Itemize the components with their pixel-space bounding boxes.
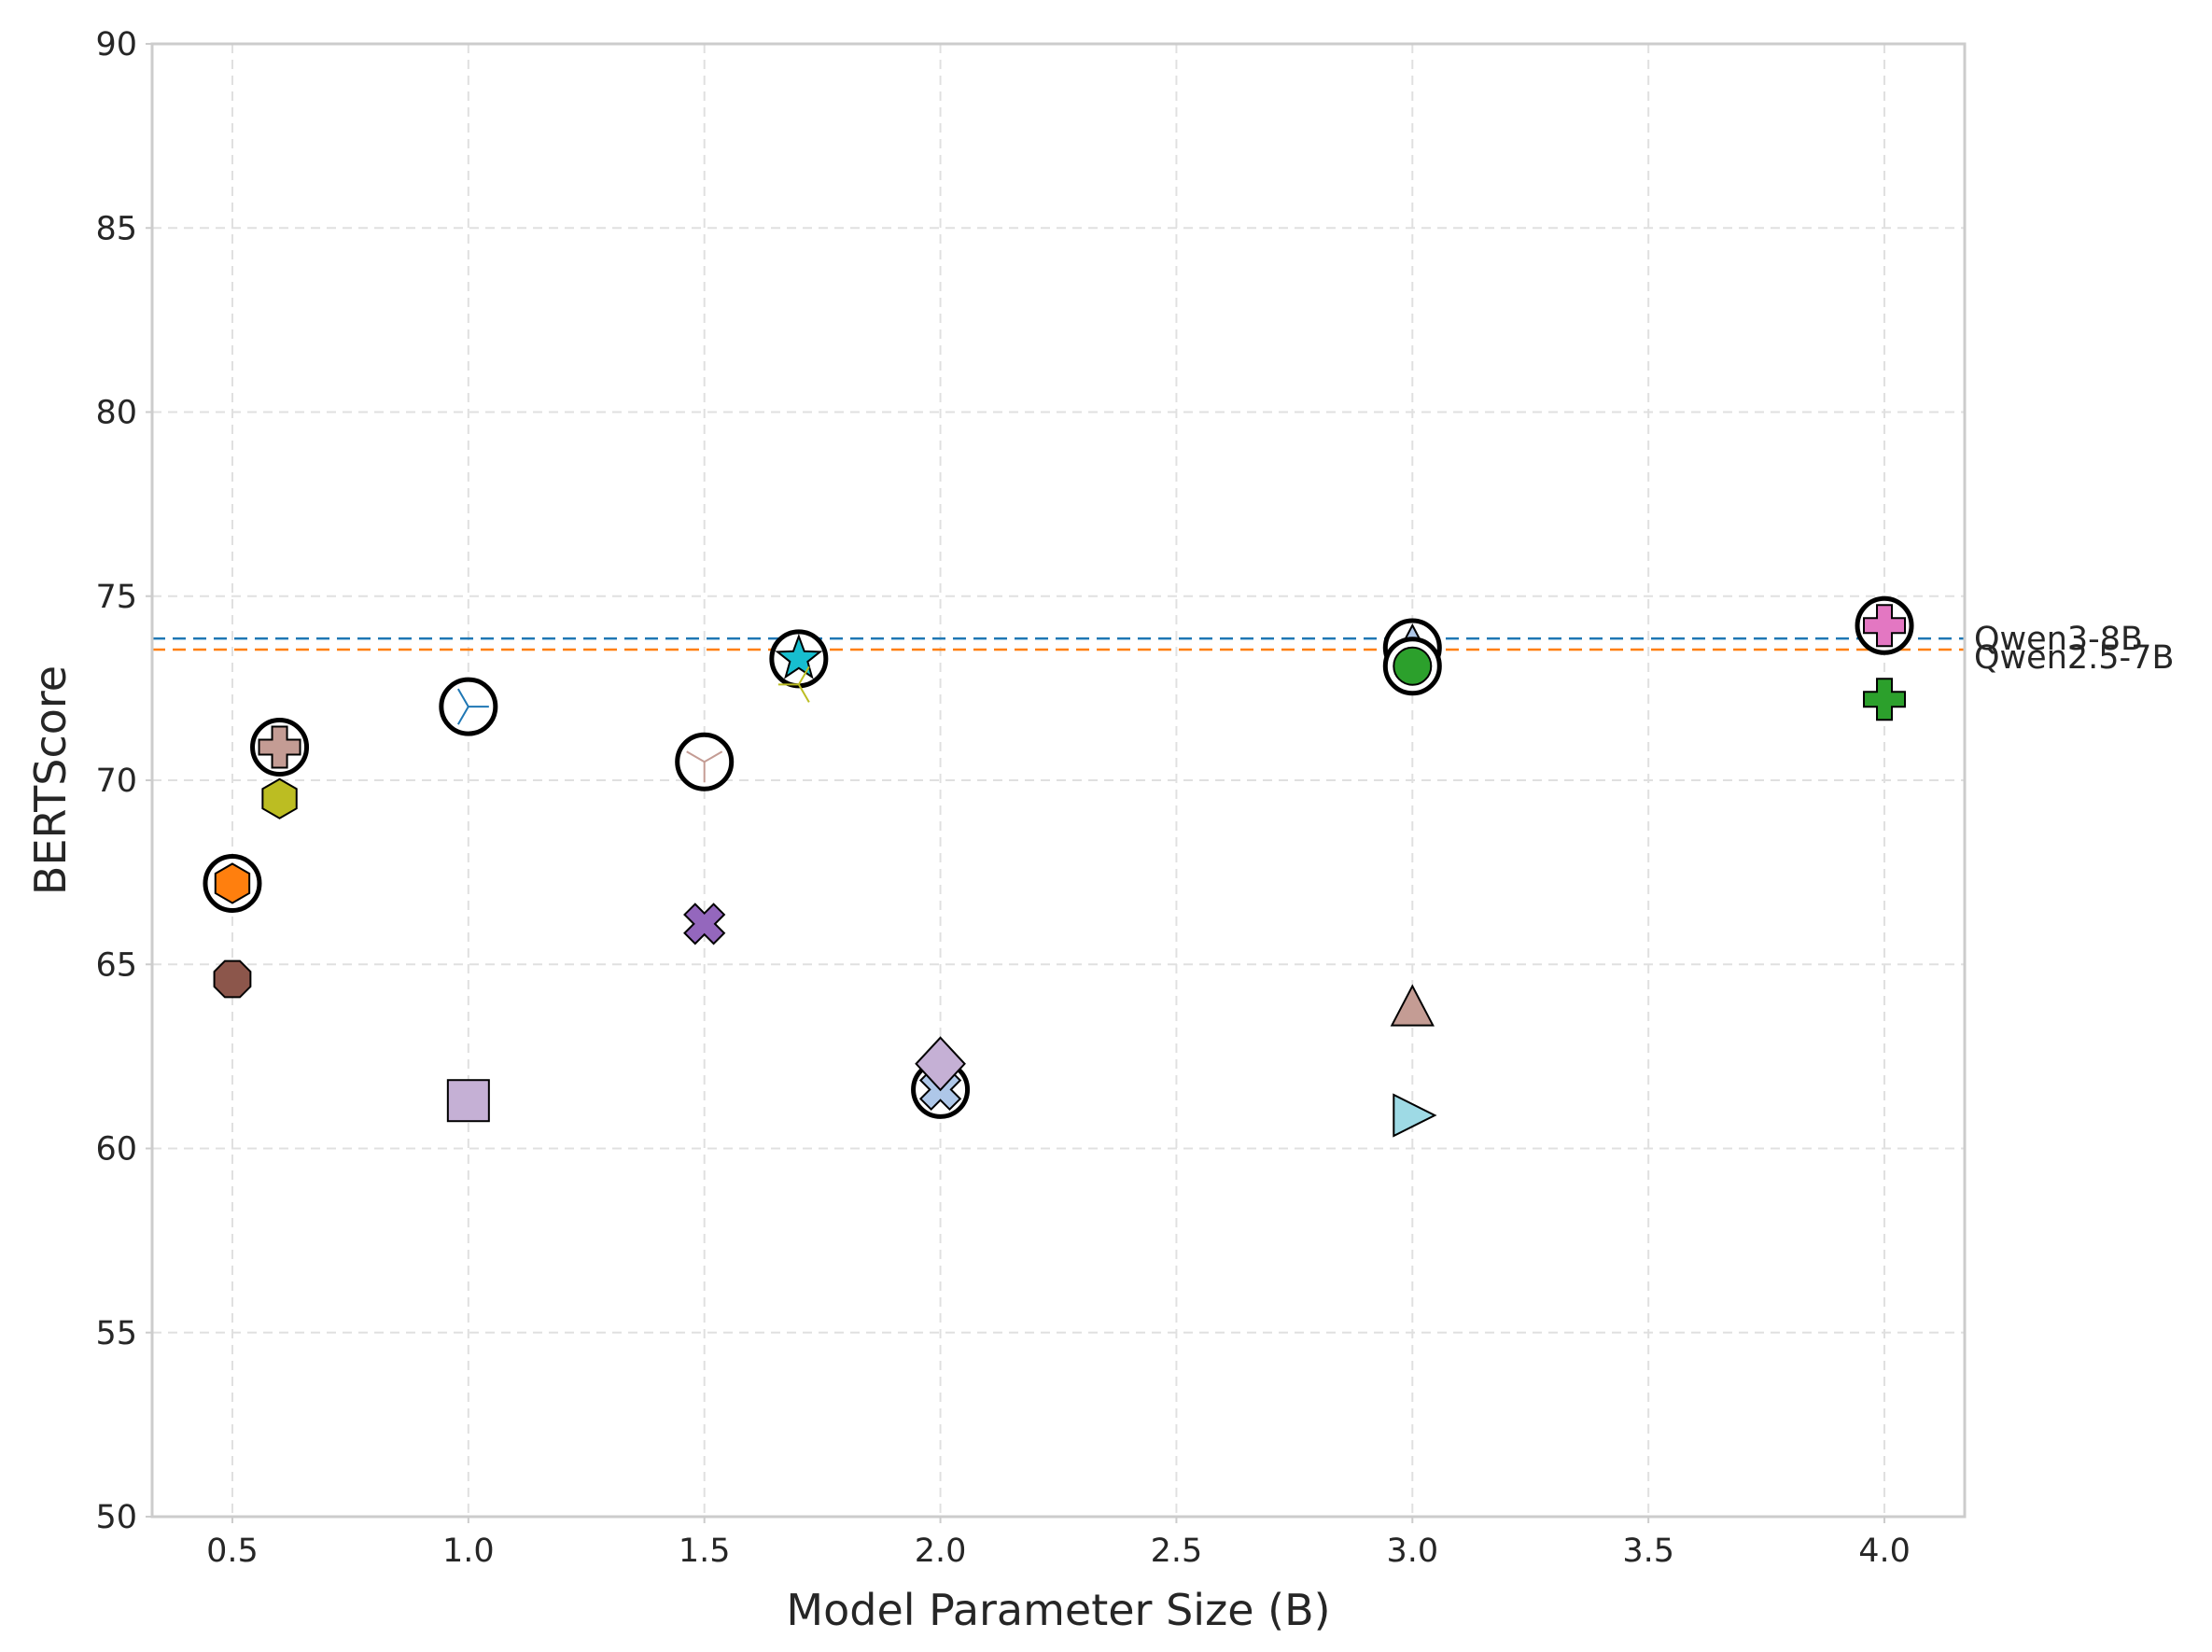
y-tick-label: 80 [95,395,137,432]
y-tick-label: 75 [95,579,137,616]
y-tick-label: 70 [95,763,137,800]
y-axis-ticks: 50 55 60 65 70 75 80 85 90 [95,26,152,1536]
x-tick-label: 2.5 [1151,1533,1203,1570]
y-tick-label: 65 [95,946,137,984]
data-point [446,1079,490,1123]
y-tick-label: 90 [95,26,137,63]
reference-lines [152,637,1965,651]
data-point [250,717,310,777]
x-tick-label: 3.0 [1386,1533,1438,1570]
data-point [203,853,262,913]
y-tick-label: 50 [95,1499,137,1536]
x-tick-label: 0.5 [206,1533,259,1570]
y-tick-label: 60 [95,1131,137,1169]
x-tick-label: 3.5 [1622,1533,1674,1570]
data-point [1382,637,1442,696]
data-point [915,1036,966,1092]
data-point [769,629,829,689]
y-tick-label: 85 [95,210,137,247]
data-point [675,732,735,791]
x-axis-label: Model Parameter Size (B) [786,1585,1330,1635]
x-tick-label: 1.5 [679,1533,731,1570]
data-point [439,677,498,736]
data-points [203,595,1914,1138]
data-point [1855,595,1914,655]
x-tick-label: 4.0 [1858,1533,1911,1570]
data-point [213,959,252,999]
reference-line-label: Qwen3-8B [1974,621,2143,658]
reference-line-label: Qwen2.5-7B [1974,639,2174,677]
data-point [261,777,298,819]
x-tick-label: 2.0 [915,1533,967,1570]
data-point [1390,984,1435,1027]
data-point [1863,678,1907,721]
x-axis-ticks: 0.5 1.0 1.5 2.0 2.5 3.0 3.5 4.0 [206,1517,1911,1570]
y-axis-label: BERTScore [25,665,76,895]
y-tick-label: 55 [95,1315,137,1352]
data-point [683,903,726,945]
data-point [777,665,810,703]
data-point [1393,1093,1437,1138]
x-tick-label: 1.0 [442,1533,495,1570]
